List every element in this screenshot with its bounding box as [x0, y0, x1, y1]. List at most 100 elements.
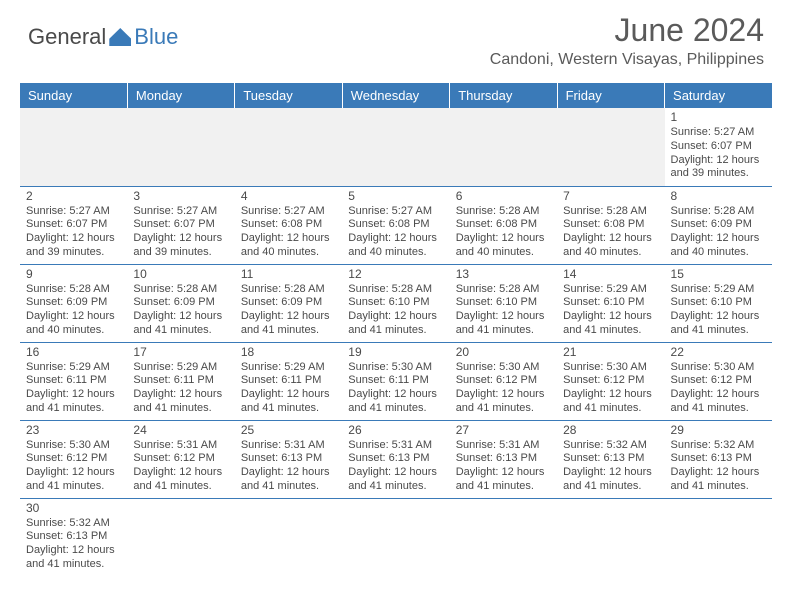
day-number: 3 — [133, 189, 228, 204]
cell-sunrise: Sunrise: 5:27 AM — [241, 205, 336, 219]
cell-sunrise: Sunrise: 5:28 AM — [348, 283, 443, 297]
logo-text-left: General — [28, 24, 106, 50]
cell-daylight2: and 40 minutes. — [241, 246, 336, 260]
calendar-cell: 25Sunrise: 5:31 AMSunset: 6:13 PMDayligh… — [235, 420, 342, 498]
cell-sunset: Sunset: 6:11 PM — [26, 374, 121, 388]
cell-sunrise: Sunrise: 5:27 AM — [133, 205, 228, 219]
day-number: 26 — [348, 423, 443, 438]
day-number: 18 — [241, 345, 336, 360]
day-number: 16 — [26, 345, 121, 360]
cell-sunset: Sunset: 6:12 PM — [671, 374, 766, 388]
cell-sunset: Sunset: 6:13 PM — [241, 452, 336, 466]
cell-sunset: Sunset: 6:10 PM — [563, 296, 658, 310]
calendar-cell — [127, 108, 234, 186]
cell-daylight2: and 39 minutes. — [26, 246, 121, 260]
day-number: 11 — [241, 267, 336, 282]
col-tuesday: Tuesday — [235, 83, 342, 108]
cell-daylight2: and 41 minutes. — [26, 402, 121, 416]
cell-daylight1: Daylight: 12 hours — [671, 310, 766, 324]
cell-sunset: Sunset: 6:10 PM — [671, 296, 766, 310]
calendar-cell: 26Sunrise: 5:31 AMSunset: 6:13 PMDayligh… — [342, 420, 449, 498]
col-wednesday: Wednesday — [342, 83, 449, 108]
cell-daylight1: Daylight: 12 hours — [563, 388, 658, 402]
calendar-cell — [450, 498, 557, 576]
cell-daylight2: and 41 minutes. — [348, 480, 443, 494]
day-number: 24 — [133, 423, 228, 438]
cell-sunset: Sunset: 6:11 PM — [133, 374, 228, 388]
calendar-cell — [557, 108, 664, 186]
cell-sunrise: Sunrise: 5:31 AM — [241, 439, 336, 453]
cell-sunrise: Sunrise: 5:28 AM — [563, 205, 658, 219]
cell-sunset: Sunset: 6:12 PM — [26, 452, 121, 466]
calendar-cell — [665, 498, 772, 576]
col-friday: Friday — [557, 83, 664, 108]
calendar-row: 2Sunrise: 5:27 AMSunset: 6:07 PMDaylight… — [20, 186, 772, 264]
header-row: Sunday Monday Tuesday Wednesday Thursday… — [20, 83, 772, 108]
calendar-cell: 11Sunrise: 5:28 AMSunset: 6:09 PMDayligh… — [235, 264, 342, 342]
cell-daylight1: Daylight: 12 hours — [671, 388, 766, 402]
cell-sunrise: Sunrise: 5:28 AM — [241, 283, 336, 297]
cell-daylight1: Daylight: 12 hours — [456, 388, 551, 402]
calendar-cell: 18Sunrise: 5:29 AMSunset: 6:11 PMDayligh… — [235, 342, 342, 420]
cell-sunrise: Sunrise: 5:30 AM — [563, 361, 658, 375]
cell-daylight2: and 39 minutes. — [671, 167, 766, 181]
calendar-table: Sunday Monday Tuesday Wednesday Thursday… — [20, 83, 772, 576]
calendar-cell — [342, 498, 449, 576]
cell-daylight1: Daylight: 12 hours — [563, 466, 658, 480]
logo-sail-icon — [109, 28, 131, 46]
col-monday: Monday — [127, 83, 234, 108]
cell-daylight2: and 41 minutes. — [456, 324, 551, 338]
calendar-cell: 29Sunrise: 5:32 AMSunset: 6:13 PMDayligh… — [665, 420, 772, 498]
calendar-cell — [20, 108, 127, 186]
calendar-cell: 20Sunrise: 5:30 AMSunset: 6:12 PMDayligh… — [450, 342, 557, 420]
cell-sunrise: Sunrise: 5:28 AM — [133, 283, 228, 297]
day-number: 6 — [456, 189, 551, 204]
cell-sunrise: Sunrise: 5:30 AM — [26, 439, 121, 453]
cell-daylight2: and 41 minutes. — [456, 402, 551, 416]
calendar-cell: 23Sunrise: 5:30 AMSunset: 6:12 PMDayligh… — [20, 420, 127, 498]
col-thursday: Thursday — [450, 83, 557, 108]
calendar-cell: 17Sunrise: 5:29 AMSunset: 6:11 PMDayligh… — [127, 342, 234, 420]
cell-daylight1: Daylight: 12 hours — [456, 310, 551, 324]
calendar-row: 1Sunrise: 5:27 AMSunset: 6:07 PMDaylight… — [20, 108, 772, 186]
cell-daylight1: Daylight: 12 hours — [348, 232, 443, 246]
cell-sunset: Sunset: 6:13 PM — [456, 452, 551, 466]
day-number: 9 — [26, 267, 121, 282]
cell-daylight1: Daylight: 12 hours — [563, 310, 658, 324]
cell-sunset: Sunset: 6:13 PM — [26, 530, 121, 544]
cell-daylight2: and 41 minutes. — [26, 558, 121, 572]
cell-daylight2: and 41 minutes. — [133, 480, 228, 494]
day-number: 23 — [26, 423, 121, 438]
cell-sunset: Sunset: 6:13 PM — [563, 452, 658, 466]
cell-sunrise: Sunrise: 5:31 AM — [133, 439, 228, 453]
cell-daylight2: and 41 minutes. — [456, 480, 551, 494]
calendar-cell: 15Sunrise: 5:29 AMSunset: 6:10 PMDayligh… — [665, 264, 772, 342]
cell-sunrise: Sunrise: 5:31 AM — [348, 439, 443, 453]
day-number: 14 — [563, 267, 658, 282]
day-number: 17 — [133, 345, 228, 360]
location-subtitle: Candoni, Western Visayas, Philippines — [28, 51, 764, 69]
cell-daylight2: and 41 minutes. — [133, 324, 228, 338]
cell-sunrise: Sunrise: 5:29 AM — [133, 361, 228, 375]
cell-daylight2: and 41 minutes. — [563, 324, 658, 338]
calendar-cell: 10Sunrise: 5:28 AMSunset: 6:09 PMDayligh… — [127, 264, 234, 342]
cell-daylight2: and 41 minutes. — [241, 324, 336, 338]
day-number: 13 — [456, 267, 551, 282]
day-number: 28 — [563, 423, 658, 438]
cell-daylight2: and 40 minutes. — [563, 246, 658, 260]
calendar-cell: 16Sunrise: 5:29 AMSunset: 6:11 PMDayligh… — [20, 342, 127, 420]
cell-daylight2: and 40 minutes. — [348, 246, 443, 260]
calendar-cell: 3Sunrise: 5:27 AMSunset: 6:07 PMDaylight… — [127, 186, 234, 264]
day-number: 8 — [671, 189, 766, 204]
cell-daylight2: and 40 minutes. — [456, 246, 551, 260]
cell-daylight2: and 40 minutes. — [26, 324, 121, 338]
cell-sunset: Sunset: 6:07 PM — [671, 140, 766, 154]
cell-daylight1: Daylight: 12 hours — [133, 310, 228, 324]
cell-sunrise: Sunrise: 5:32 AM — [671, 439, 766, 453]
calendar-cell: 27Sunrise: 5:31 AMSunset: 6:13 PMDayligh… — [450, 420, 557, 498]
cell-sunset: Sunset: 6:09 PM — [671, 218, 766, 232]
day-number: 30 — [26, 501, 121, 516]
cell-daylight1: Daylight: 12 hours — [348, 388, 443, 402]
cell-daylight1: Daylight: 12 hours — [26, 388, 121, 402]
calendar-row: 23Sunrise: 5:30 AMSunset: 6:12 PM Dayligh… — [20, 420, 772, 498]
